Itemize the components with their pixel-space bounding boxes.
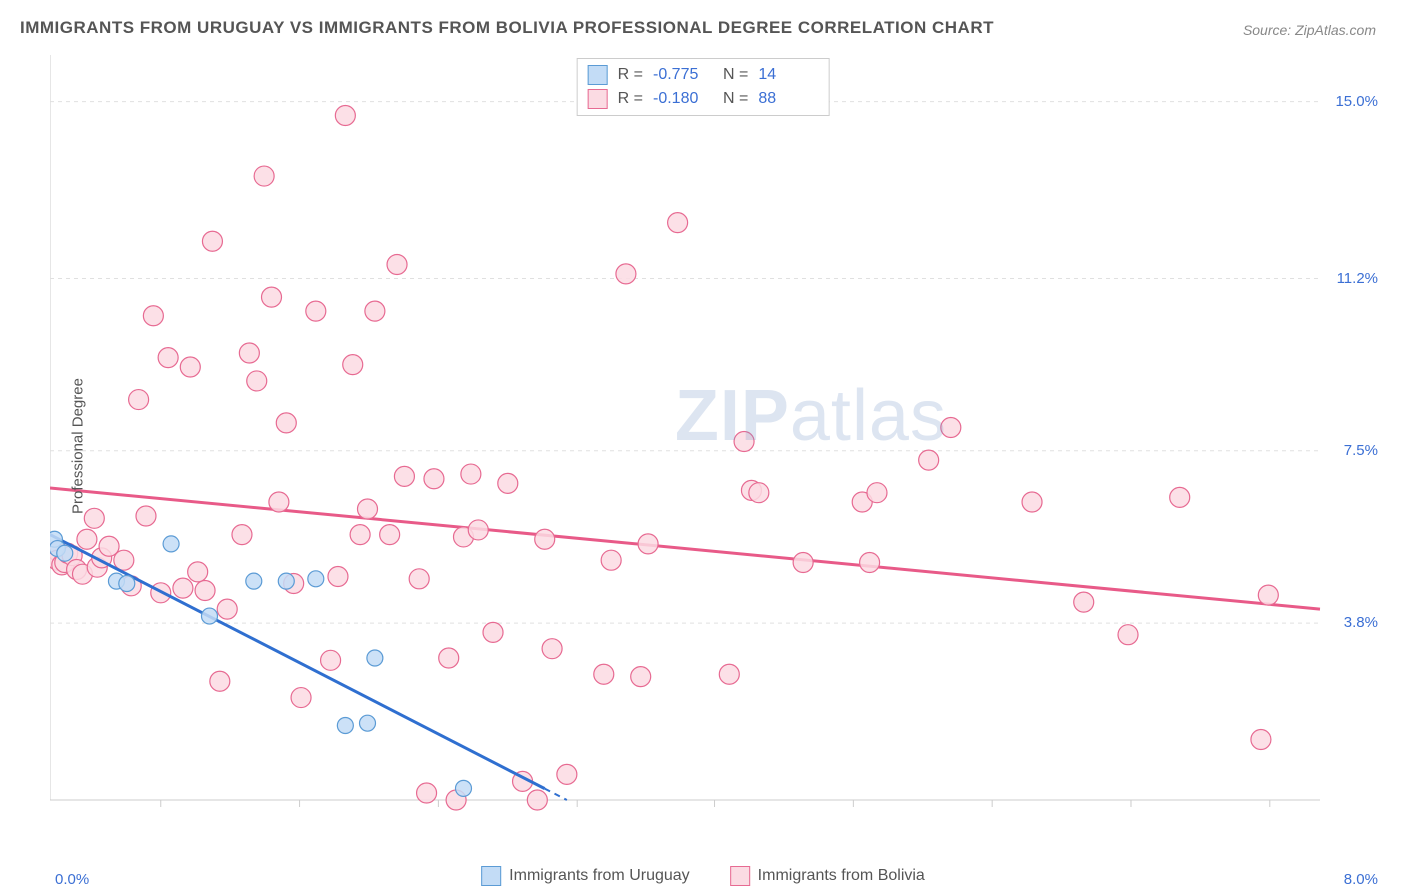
legend-N-val-0: 14 [758,66,818,84]
x-tick-max: 8.0% [1344,871,1378,888]
legend-swatch-uruguay [588,65,608,85]
legend-swatch-bolivia [588,89,608,109]
legend-N-label: N = [723,90,748,108]
source-label: Source: ZipAtlas.com [1243,22,1376,38]
y-tick-2: 11.2% [1337,270,1378,287]
legend-R-val-0: -0.775 [653,66,713,84]
chart-title: IMMIGRANTS FROM URUGUAY VS IMMIGRANTS FR… [20,18,994,38]
legend-item-bolivia: Immigrants from Bolivia [730,866,925,886]
legend-N-val-1: 88 [758,90,818,108]
legend-swatch-bolivia-icon [730,866,750,886]
y-axis-label: Professional Degree [69,378,86,514]
legend-N-label: N = [723,66,748,84]
legend-label-bolivia: Immigrants from Bolivia [758,867,925,885]
legend-R-label: R = [618,90,643,108]
legend-label-uruguay: Immigrants from Uruguay [509,867,690,885]
legend-swatch-uruguay-icon [481,866,501,886]
legend-R-val-1: -0.180 [653,90,713,108]
legend-series: Immigrants from Uruguay Immigrants from … [481,866,925,886]
plot-area [50,55,1360,830]
chart-svg [50,55,1360,830]
legend-stats-row-1: R = -0.180 N = 88 [588,87,819,111]
y-tick-3: 15.0% [1335,93,1378,110]
y-tick-0: 3.8% [1344,614,1378,631]
legend-item-uruguay: Immigrants from Uruguay [481,866,690,886]
x-tick-min: 0.0% [55,871,89,888]
y-tick-1: 7.5% [1344,442,1378,459]
legend-R-label: R = [618,66,643,84]
legend-stats: R = -0.775 N = 14 R = -0.180 N = 88 [577,58,830,116]
legend-stats-row-0: R = -0.775 N = 14 [588,63,819,87]
